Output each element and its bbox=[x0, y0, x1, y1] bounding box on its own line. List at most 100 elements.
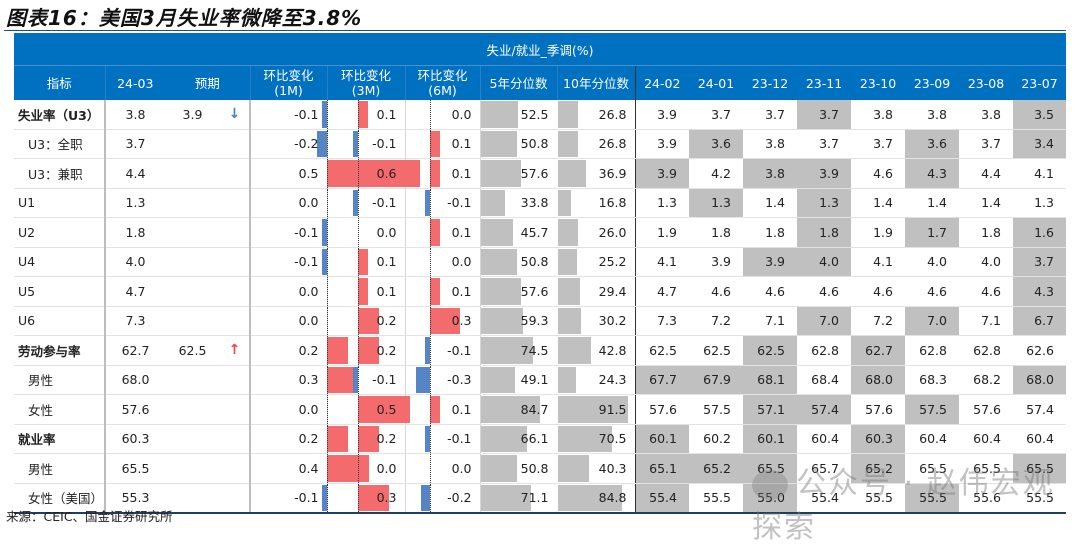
percentile-bar bbox=[480, 189, 505, 216]
month-value: 3.9 bbox=[635, 100, 689, 130]
change-chg3m: 0.3 bbox=[327, 483, 406, 514]
percentile-pct5y: 59.3 bbox=[480, 306, 558, 336]
percentile-pct5y: 33.8 bbox=[480, 188, 558, 218]
header-month: 24-01 bbox=[689, 65, 743, 100]
change-chg3m: 0.2 bbox=[327, 423, 406, 454]
month-value: 60.1 bbox=[743, 423, 797, 454]
zero-axis bbox=[357, 218, 359, 247]
figure-title: 图表16：美国3月失业率微降至3.8% bbox=[6, 6, 363, 30]
month-value: 1.4 bbox=[743, 188, 797, 218]
month-value: 1.3 bbox=[1013, 188, 1066, 218]
month-value: 57.6 bbox=[635, 394, 689, 425]
change-chg3m: 0.1 bbox=[327, 276, 406, 307]
header-month: 23-12 bbox=[743, 65, 797, 100]
change-chg6m: -0.1 bbox=[405, 188, 481, 218]
month-value: 3.5 bbox=[1013, 100, 1066, 130]
zero-axis bbox=[429, 129, 431, 158]
percentile-pct10y: 36.9 bbox=[557, 158, 636, 189]
current-value: 68.0 bbox=[104, 365, 165, 395]
header-forecast: 预期 bbox=[165, 65, 251, 100]
table-row: 失业率（U3） 3.8 3.9 ↓ -0.1 0.1 0.0 52.5 26.8 3.9 3.7 3.… bbox=[14, 100, 1066, 130]
percentile-bar bbox=[480, 307, 523, 334]
month-value: 4.0 bbox=[905, 247, 959, 277]
positive-bar bbox=[357, 425, 379, 452]
month-value: 60.4 bbox=[959, 423, 1013, 454]
percentile-pct5y: 66.1 bbox=[480, 423, 558, 454]
negative-bar bbox=[322, 101, 327, 128]
positive-bar bbox=[357, 101, 368, 128]
month-value: 55.0 bbox=[743, 483, 797, 514]
percentile-bar bbox=[480, 248, 517, 275]
negative-bar bbox=[415, 366, 430, 393]
month-value: 4.1 bbox=[635, 247, 689, 277]
header-month: 23-10 bbox=[851, 65, 905, 100]
percentile-bar bbox=[480, 455, 517, 482]
row-label: U1 bbox=[14, 188, 105, 218]
month-value: 1.4 bbox=[851, 188, 905, 218]
percentile-pct5y: 45.7 bbox=[480, 217, 558, 248]
month-value: 65.1 bbox=[635, 453, 689, 484]
month-value: 4.7 bbox=[635, 276, 689, 307]
percentile-bar bbox=[480, 337, 533, 364]
month-value: 4.0 bbox=[797, 247, 851, 277]
header-month: 23-07 bbox=[1013, 65, 1066, 100]
row-label: 就业率 bbox=[14, 423, 105, 454]
month-value: 65.7 bbox=[797, 453, 851, 484]
change-chg1m: -0.1 bbox=[250, 217, 328, 248]
month-value: 3.7 bbox=[797, 129, 851, 159]
forecast-value: 3.9 bbox=[165, 100, 220, 130]
row-label: U4 bbox=[14, 247, 105, 277]
month-value: 55.5 bbox=[1013, 483, 1066, 514]
arrow-placeholder bbox=[220, 423, 251, 454]
percentile-bar bbox=[557, 278, 580, 305]
month-value: 1.3 bbox=[635, 188, 689, 218]
change-chg6m: 0.0 bbox=[405, 247, 481, 277]
change-chg3m: -0.1 bbox=[327, 365, 406, 395]
zero-axis bbox=[357, 159, 359, 188]
current-value: 3.8 bbox=[104, 100, 165, 130]
change-chg1m: -0.1 bbox=[250, 483, 328, 514]
month-value: 65.5 bbox=[905, 453, 959, 484]
arrow-placeholder bbox=[220, 276, 251, 307]
header-month: 23-08 bbox=[959, 65, 1013, 100]
change-chg6m: 0.1 bbox=[405, 217, 481, 248]
forecast-value bbox=[165, 483, 220, 514]
month-value: 4.6 bbox=[743, 276, 797, 307]
negative-bar bbox=[322, 219, 327, 246]
percentile-bar bbox=[557, 189, 571, 216]
month-value: 4.3 bbox=[905, 158, 959, 189]
row-label: 男性 bbox=[14, 365, 105, 395]
source-note: 来源：CEIC、国金证券研究所 bbox=[6, 509, 173, 524]
percentile-pct5y: 74.5 bbox=[480, 335, 558, 366]
arrow-placeholder bbox=[220, 306, 251, 336]
month-value: 65.5 bbox=[959, 453, 1013, 484]
zero-axis bbox=[357, 306, 359, 335]
zero-axis bbox=[429, 218, 431, 247]
month-value: 4.1 bbox=[1013, 158, 1066, 189]
percentile-pct10y: 29.4 bbox=[557, 276, 636, 307]
arrow-placeholder bbox=[220, 394, 251, 425]
change-chg1m: -0.1 bbox=[250, 100, 328, 130]
month-value: 1.6 bbox=[1013, 217, 1066, 248]
change-chg1m: 0.0 bbox=[250, 306, 328, 336]
percentile-bar bbox=[480, 396, 540, 423]
month-value: 1.3 bbox=[797, 188, 851, 218]
month-value: 4.6 bbox=[905, 276, 959, 307]
month-value: 1.4 bbox=[959, 188, 1013, 218]
change-chg3m: 0.0 bbox=[327, 453, 406, 484]
percentile-pct5y: 49.1 bbox=[480, 365, 558, 395]
change-chg1m: 0.0 bbox=[250, 394, 328, 425]
unemployment-table: 失业/就业_季调(%) 指标 24-03 预期 环比变化 (1M) 环比变化 (3M… bbox=[14, 33, 1066, 514]
change-chg3m: -0.1 bbox=[327, 129, 406, 159]
month-value: 3.8 bbox=[743, 129, 797, 159]
month-value: 55.5 bbox=[689, 483, 743, 514]
month-value: 6.7 bbox=[1013, 306, 1066, 336]
group-header: 失业/就业_季调(%) bbox=[14, 33, 1066, 66]
forecast-value bbox=[165, 306, 220, 336]
month-value: 4.4 bbox=[959, 158, 1013, 189]
row-label: 女性（美国） bbox=[14, 483, 105, 514]
percentile-pct10y: 84.8 bbox=[557, 483, 636, 514]
month-value: 3.7 bbox=[797, 100, 851, 130]
month-value: 4.6 bbox=[851, 158, 905, 189]
row-label: U2 bbox=[14, 217, 105, 248]
